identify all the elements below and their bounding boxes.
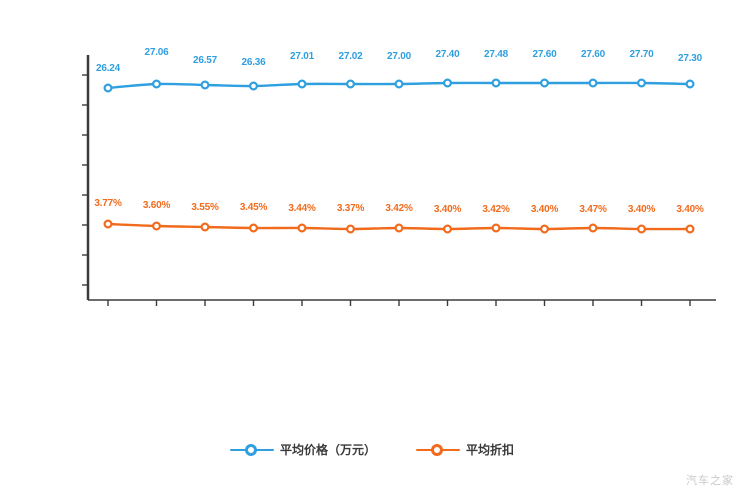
x-axis-ticks bbox=[107, 300, 691, 306]
discount-marker[interactable] bbox=[491, 223, 501, 233]
price-value-label: 27.00 bbox=[386, 51, 412, 62]
series-price-line bbox=[103, 78, 695, 93]
discount-value-label: 3.42% bbox=[482, 204, 510, 215]
legend-item-price[interactable]: 平均价格（万元） bbox=[229, 441, 376, 458]
discount-value-label: 3.60% bbox=[142, 200, 171, 211]
discount-marker[interactable] bbox=[443, 224, 453, 234]
discount-value-label: 3.40% bbox=[676, 204, 704, 215]
price-marker[interactable] bbox=[152, 79, 162, 89]
discount-value-label: 3.42% bbox=[385, 203, 413, 214]
price-marker[interactable] bbox=[346, 79, 356, 89]
price-marker[interactable] bbox=[443, 78, 453, 88]
discount-marker[interactable] bbox=[200, 222, 210, 232]
legend-label-price: 平均价格（万元） bbox=[279, 443, 376, 457]
price-marker[interactable] bbox=[200, 80, 210, 90]
chart-legend: 平均价格（万元） 平均折扣 bbox=[0, 441, 744, 458]
legend-label-discount: 平均折扣 bbox=[466, 443, 515, 457]
discount-value-label: 3.44% bbox=[288, 203, 316, 214]
discount-marker[interactable] bbox=[152, 221, 162, 231]
circle-outline-icon bbox=[229, 443, 274, 457]
price-value-label: 27.60 bbox=[532, 49, 557, 60]
discount-marker[interactable] bbox=[636, 224, 646, 234]
discount-value-label: 3.40% bbox=[433, 204, 462, 215]
price-marker[interactable] bbox=[297, 79, 307, 89]
price-value-label: 27.01 bbox=[289, 51, 315, 62]
discount-marker[interactable] bbox=[588, 223, 598, 233]
discount-marker[interactable] bbox=[346, 224, 356, 234]
price-marker[interactable] bbox=[636, 78, 646, 88]
price-value-label: 27.60 bbox=[580, 49, 606, 60]
discount-marker[interactable] bbox=[685, 224, 695, 234]
price-marker[interactable] bbox=[539, 78, 549, 88]
discount-value-label: 3.77% bbox=[94, 198, 122, 209]
price-marker[interactable] bbox=[249, 81, 259, 91]
price-value-label: 27.48 bbox=[483, 49, 509, 60]
price-value-label: 26.36 bbox=[241, 57, 266, 68]
price-value-label: 27.02 bbox=[338, 51, 363, 62]
price-marker[interactable] bbox=[685, 79, 695, 89]
circle-outline-icon bbox=[416, 443, 460, 457]
discount-value-label: 3.45% bbox=[239, 202, 268, 213]
price-value-label: 26.57 bbox=[192, 55, 218, 66]
discount-marker[interactable] bbox=[297, 223, 307, 233]
price-value-label: 26.24 bbox=[95, 63, 121, 74]
discount-marker[interactable] bbox=[249, 223, 259, 233]
discount-value-label: 3.37% bbox=[336, 203, 365, 214]
y-axis-ticks bbox=[82, 74, 88, 286]
discount-value-label: 3.40% bbox=[627, 204, 656, 215]
price-value-label: 27.30 bbox=[677, 53, 703, 64]
legend-item-discount[interactable]: 平均折扣 bbox=[416, 441, 514, 458]
price-value-label: 27.40 bbox=[435, 49, 460, 60]
discount-marker[interactable] bbox=[394, 223, 404, 233]
discount-marker[interactable] bbox=[103, 219, 113, 229]
discount-marker[interactable] bbox=[539, 224, 549, 234]
series-discount-line bbox=[103, 219, 695, 234]
axis-group bbox=[82, 55, 716, 306]
discount-value-label: 3.40% bbox=[530, 204, 559, 215]
watermark-autohome: 汽车之家 bbox=[686, 475, 734, 487]
price-marker[interactable] bbox=[103, 83, 113, 93]
price-value-label: 27.06 bbox=[144, 47, 169, 58]
price-marker[interactable] bbox=[588, 78, 598, 88]
price-marker[interactable] bbox=[394, 79, 404, 89]
discount-value-label: 3.55% bbox=[191, 202, 219, 213]
discount-value-label: 3.47% bbox=[579, 204, 607, 215]
price-marker[interactable] bbox=[491, 78, 501, 88]
price-value-label: 27.70 bbox=[629, 49, 654, 60]
